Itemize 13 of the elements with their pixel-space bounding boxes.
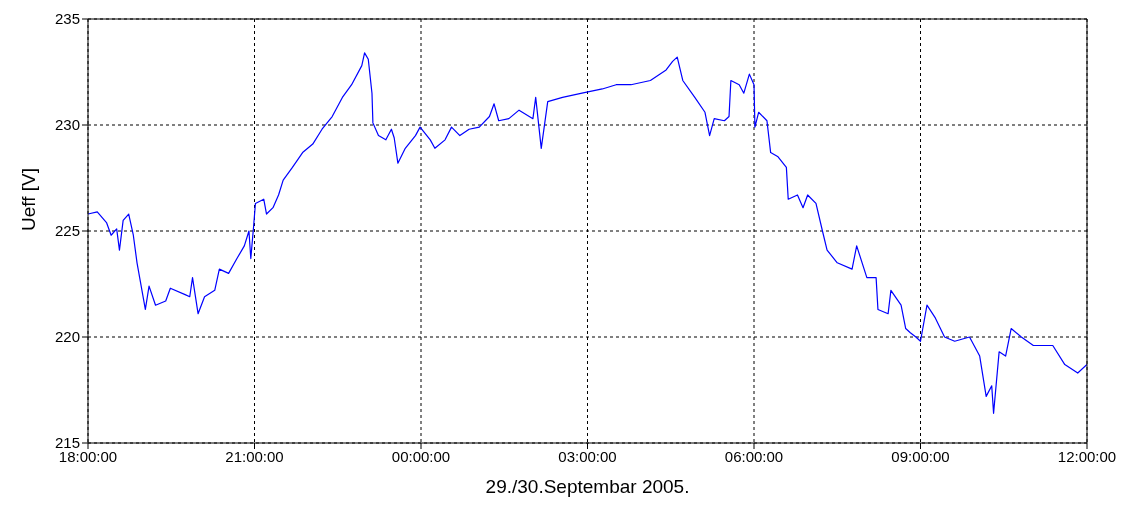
y-tick-label: 235 bbox=[54, 10, 80, 28]
x-tick-label: 03:00:00 bbox=[558, 447, 617, 465]
y-tick-label: 220 bbox=[54, 328, 80, 346]
x-tick-label: 09:00:00 bbox=[891, 447, 950, 465]
y-tick-label: 230 bbox=[54, 116, 80, 134]
y-tick-label: 225 bbox=[54, 222, 80, 240]
x-tick-label: 12:00:00 bbox=[1057, 447, 1117, 465]
x-tick-label: 06:00:00 bbox=[724, 447, 784, 465]
x-tick-label: 21:00:00 bbox=[225, 447, 284, 465]
line-series bbox=[88, 52, 1087, 414]
x-tick-label: 00:00:00 bbox=[391, 447, 451, 465]
x-axis-title: 29./30.Septembar 2005. bbox=[485, 476, 690, 497]
y-axis-title: Ueff [V] bbox=[17, 167, 39, 231]
